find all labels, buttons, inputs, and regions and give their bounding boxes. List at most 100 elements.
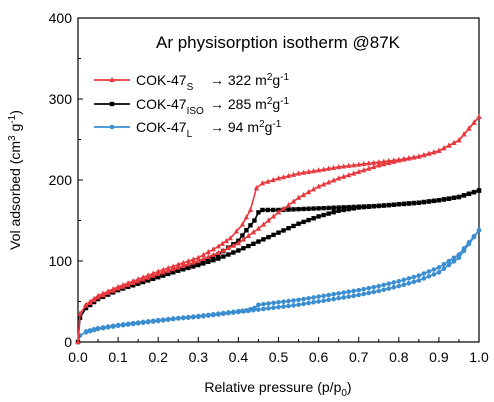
desorption-point <box>259 180 266 186</box>
desorption-point <box>201 313 206 318</box>
adsorption-point <box>411 279 417 285</box>
adsorption-point <box>275 209 282 215</box>
desorption-point <box>326 165 332 171</box>
desorption-point <box>160 317 166 322</box>
desorption-point <box>451 255 457 261</box>
desorption-point <box>411 154 417 160</box>
desorption-point <box>456 137 462 143</box>
adsorption-point <box>211 257 216 263</box>
desorption-point <box>185 258 191 264</box>
desorption-point <box>321 166 327 172</box>
x-tick-label: 0.6 <box>309 349 329 365</box>
desorption-point <box>446 258 452 264</box>
desorption-point <box>306 206 311 211</box>
desorption-point <box>265 178 271 184</box>
legend-entry-iso: COK-47ISO → 285 m2g-1 <box>94 96 290 117</box>
series-l <box>75 227 482 345</box>
adsorption-point <box>306 300 311 306</box>
adsorption-point <box>386 286 392 291</box>
desorption-point <box>87 328 93 333</box>
desorption-point <box>300 169 307 175</box>
desorption-point <box>401 277 407 283</box>
desorption-point <box>239 221 246 227</box>
desorption-point <box>110 286 116 292</box>
adsorption-point <box>446 262 452 268</box>
desorption-point <box>426 269 432 274</box>
adsorption-point <box>336 208 341 213</box>
adsorption-point <box>361 291 367 297</box>
adsorption-point <box>341 295 346 300</box>
desorption-point <box>95 292 101 298</box>
adsorption-point <box>231 250 236 255</box>
desorption-point <box>351 162 357 168</box>
adsorption-point <box>336 295 341 301</box>
adsorption-point <box>246 243 251 249</box>
desorption-point <box>270 176 276 183</box>
desorption-point <box>240 233 245 238</box>
adsorption-point <box>301 219 306 225</box>
adsorption-point <box>201 261 206 266</box>
desorption-point <box>261 301 266 307</box>
desorption-point <box>190 314 196 319</box>
desorption-point <box>145 272 151 278</box>
x-tick-label: 0.4 <box>229 349 249 365</box>
x-tick-label: 0.0 <box>68 349 88 365</box>
desorption-point <box>281 299 286 305</box>
adsorption-point <box>261 237 266 242</box>
desorption-point <box>140 319 146 325</box>
desorption-point <box>181 265 186 271</box>
desorption-point <box>296 297 301 303</box>
series-iso <box>75 188 482 345</box>
desorption-point <box>401 201 407 207</box>
desorption-point <box>431 198 437 204</box>
legend-entry-s: COK-47S → 322 m2g-1 <box>94 72 290 93</box>
adsorption-point <box>291 223 296 229</box>
desorption-point <box>356 161 362 167</box>
desorption-point <box>346 289 351 295</box>
desorption-point <box>436 265 442 270</box>
desorption-point <box>253 185 260 191</box>
adsorption-point <box>331 209 336 215</box>
desorption-point <box>431 267 437 272</box>
desorption-point <box>471 189 477 195</box>
desorption-point <box>180 315 186 320</box>
legend-label: COK-47ISO → 285 m2g-1 <box>136 96 290 117</box>
desorption-point <box>386 157 392 164</box>
desorption-point <box>285 172 292 179</box>
desorption-point <box>227 235 233 241</box>
desorption-point <box>135 320 141 325</box>
desorption-point <box>441 261 447 267</box>
adsorption-point <box>336 175 342 181</box>
desorption-point <box>305 168 312 174</box>
desorption-point <box>223 237 229 244</box>
adsorption-point <box>416 278 422 283</box>
adsorption-point <box>310 186 317 192</box>
adsorption-point <box>290 198 297 204</box>
desorption-point <box>311 206 316 211</box>
adsorption-point <box>285 202 292 208</box>
adsorption-point <box>261 306 266 312</box>
desorption-point <box>316 167 322 173</box>
desorption-point <box>441 145 447 151</box>
adsorption-point <box>326 211 331 216</box>
desorption-point <box>436 198 442 203</box>
desorption-point <box>87 298 93 304</box>
desorption-point <box>421 151 427 158</box>
desorption-point <box>341 205 346 210</box>
desorption-point <box>201 259 206 264</box>
desorption-point <box>256 210 261 215</box>
desorption-point <box>471 119 477 125</box>
desorption-point <box>216 311 221 316</box>
adsorption-point <box>406 280 412 286</box>
adsorption-point <box>296 221 301 226</box>
desorption-point <box>331 205 336 210</box>
desorption-point <box>461 131 467 137</box>
desorption-point <box>120 322 126 327</box>
y-tick-label: 200 <box>49 172 73 188</box>
adsorption-point <box>225 244 231 251</box>
legend-label: COK-47S → 322 m2g-1 <box>136 72 290 93</box>
adsorption-point <box>226 252 231 257</box>
adsorption-point <box>75 338 81 345</box>
adsorption-point <box>296 302 301 308</box>
desorption-point <box>386 281 392 286</box>
